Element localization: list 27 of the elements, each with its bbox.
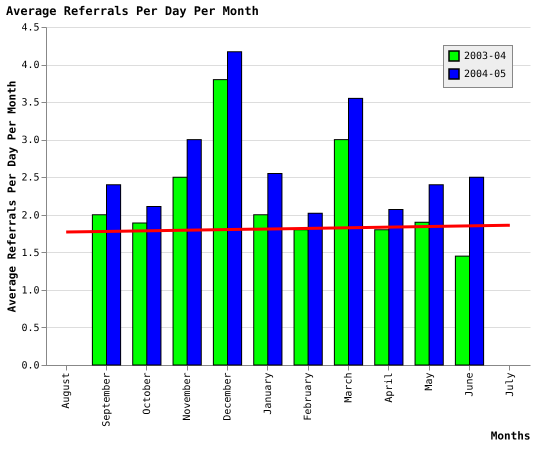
legend-label: 2004-05 — [464, 69, 506, 80]
x-tick-label: March — [344, 372, 354, 403]
y-tick-label: 0.0 — [21, 360, 40, 372]
y-tick-label: 0.5 — [21, 322, 40, 334]
y-tick-label: 3.5 — [21, 98, 40, 109]
x-tick-label: February — [303, 372, 314, 421]
y-tick-label: 2.0 — [21, 210, 40, 222]
chart-title: Average Referrals Per Day Per Month — [6, 4, 259, 18]
x-tick-label: December — [222, 372, 234, 421]
x-axis-title: Months — [490, 430, 530, 443]
y-tick-label: 2.5 — [21, 172, 40, 184]
x-tick-label: August — [61, 372, 72, 409]
y-tick-label: 1.0 — [21, 285, 40, 296]
y-tick-label: 4.0 — [21, 60, 40, 72]
x-tick-label: July — [504, 372, 516, 397]
legend-label: 2003-04 — [464, 51, 506, 62]
x-tick-label: June — [464, 372, 476, 397]
y-tick-label: 4.5 — [21, 22, 40, 34]
x-tick-label: January — [262, 372, 274, 415]
y-axis-title: Average Referrals Per Day Per Month — [5, 80, 18, 312]
y-tick-label: 3.0 — [21, 135, 40, 146]
x-tick-label: September — [102, 372, 112, 427]
x-tick-label: April — [384, 372, 395, 403]
x-tick-label: May — [424, 372, 436, 391]
y-tick-label: 1.5 — [21, 248, 40, 259]
x-tick-label: October — [142, 372, 153, 415]
x-tick-label: November — [182, 372, 194, 421]
